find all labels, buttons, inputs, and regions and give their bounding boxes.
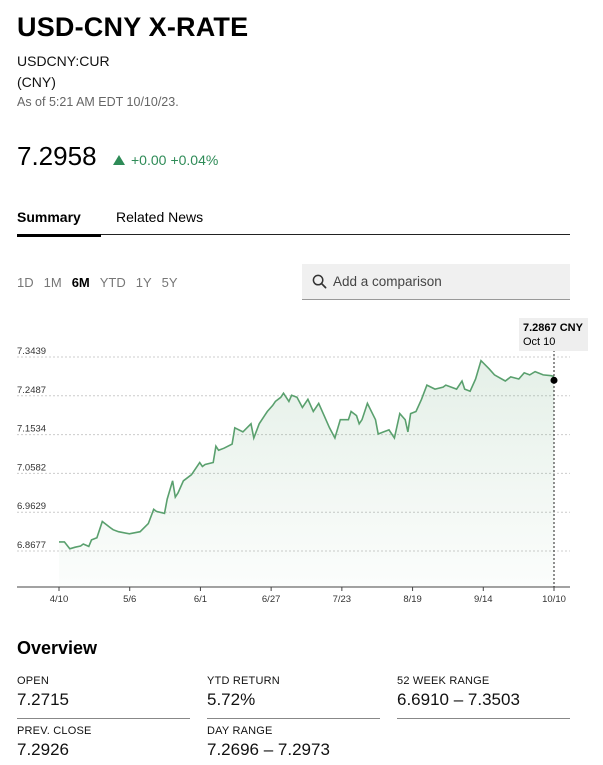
search-icon (312, 274, 327, 289)
price-tooltip: 7.2867 CNY Oct 10 (519, 318, 588, 351)
stat-ytd-label: YTD RETURN (207, 675, 280, 687)
stat-day-range-value: 7.2696 – 7.2973 (207, 740, 330, 759)
stat-52wk-value: 6.6910 – 7.3503 (397, 690, 520, 709)
price-change: +0.00 +0.04% (113, 152, 218, 168)
tab-bar: Summary Related News (17, 205, 570, 237)
price-line (59, 359, 555, 550)
stat-open-label: OPEN (17, 675, 49, 687)
x-tick-label: 9/14 (474, 594, 493, 605)
stat-day-range-label: DAY RANGE (207, 725, 273, 737)
range-6m[interactable]: 6M (71, 275, 90, 290)
y-tick-label: 7.1534 (17, 424, 46, 435)
ticker-symbol: USDCNY:CUR (17, 53, 110, 69)
stat-52wk-label: 52 WEEK RANGE (397, 675, 490, 687)
triangle-up-icon (113, 155, 125, 165)
stat-day-range: DAY RANGE 7.2696 – 7.2973 (207, 725, 380, 760)
range-ytd[interactable]: YTD (99, 275, 126, 290)
tab-summary[interactable]: Summary (17, 209, 101, 237)
current-price: 7.2958 (17, 141, 97, 171)
range-1y[interactable]: 1Y (135, 275, 152, 290)
x-tick-label: 5/6 (123, 594, 136, 605)
change-percent: +0.04% (170, 152, 219, 168)
price-area (59, 360, 554, 587)
tab-related-news[interactable]: Related News (116, 209, 204, 225)
stat-ytd-return: YTD RETURN 5.72% (207, 675, 380, 719)
page-title: USD-CNY X-RATE (17, 12, 249, 42)
x-tick-label: 7/23 (333, 594, 352, 605)
y-tick-label: 6.9629 (17, 501, 46, 512)
price-chart: 7.3439 7.2487 7.1534 7.0582 6.9629 6.8677 4/1… (17, 318, 588, 605)
x-tick-label: 10/10 (542, 594, 566, 605)
tooltip-date: Oct 10 (523, 336, 555, 348)
x-tick-label: 4/10 (50, 594, 69, 605)
stat-prev-close: PREV. CLOSE 7.2926 (17, 725, 190, 760)
stat-open: OPEN 7.2715 (17, 675, 190, 719)
y-tick-label: 7.0582 (17, 462, 46, 473)
overview-heading: Overview (17, 638, 98, 658)
x-tick-label: 6/27 (262, 594, 281, 605)
currency-label: (CNY) (17, 74, 56, 90)
stat-prev-close-value: 7.2926 (17, 740, 69, 759)
change-value: +0.00 (131, 152, 167, 168)
stat-52-week-range: 52 WEEK RANGE 6.6910 – 7.3503 (397, 675, 570, 719)
comparison-search[interactable] (302, 264, 570, 300)
range-1m[interactable]: 1M (43, 275, 62, 290)
y-tick-label: 7.2487 (17, 385, 46, 396)
comparison-input[interactable] (333, 274, 553, 289)
stat-prev-close-label: PREV. CLOSE (17, 725, 92, 737)
tooltip-value: 7.2867 CNY (523, 322, 584, 334)
y-tick-label: 7.3439 (17, 346, 46, 357)
time-range-selector: 1D 1M 6M YTD 1Y 5Y (17, 275, 178, 290)
y-tick-label: 6.8677 (17, 540, 46, 551)
stat-open-value: 7.2715 (17, 690, 69, 709)
range-1d[interactable]: 1D (17, 275, 34, 290)
x-tick-label: 8/19 (403, 594, 422, 605)
stat-ytd-value: 5.72% (207, 690, 256, 709)
last-point-marker (550, 376, 558, 384)
as-of-timestamp: As of 5:21 AM EDT 10/10/23. (17, 95, 179, 109)
x-tick-label: 6/1 (194, 594, 207, 605)
range-5y[interactable]: 5Y (161, 275, 178, 290)
